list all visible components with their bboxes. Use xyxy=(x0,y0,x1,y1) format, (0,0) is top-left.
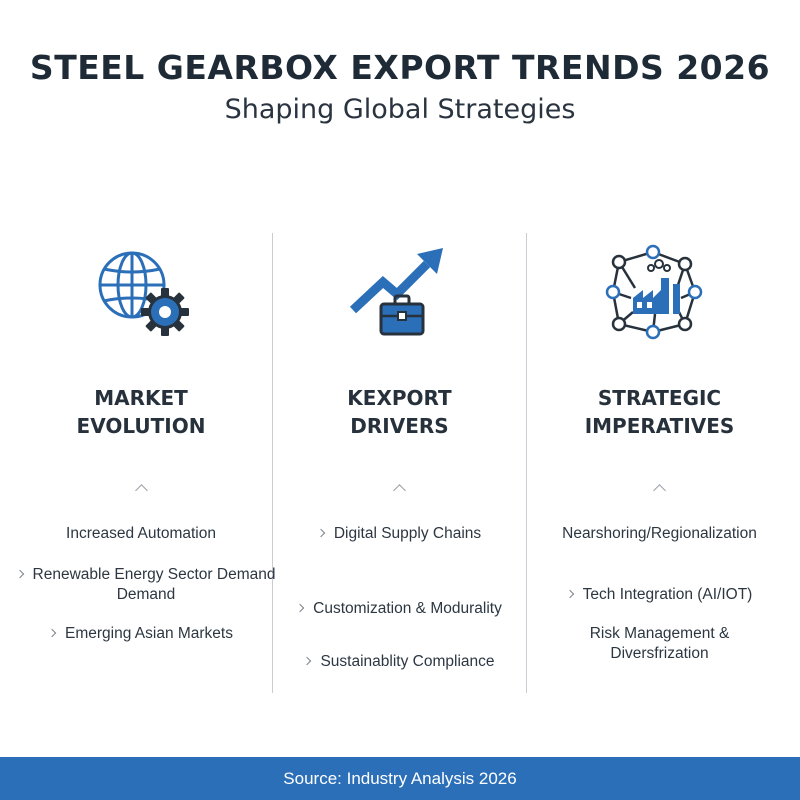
list-item: Sustainablity Compliance xyxy=(273,652,526,672)
chevron-right-icon xyxy=(565,589,574,599)
list-item: Increased Automation xyxy=(66,525,216,542)
list-item: Nearshoring/Regionalization xyxy=(562,525,757,542)
chevron-right-icon xyxy=(303,656,312,666)
chevron-right-icon xyxy=(316,528,326,538)
chevron-right-icon xyxy=(295,603,305,613)
page-subtitle: Shaping Global Strategies xyxy=(224,94,576,125)
list-item: Tech Integration (AI/IOT) xyxy=(527,585,792,605)
list-item: Customization & Modurality xyxy=(273,599,526,619)
globe-gear-icon xyxy=(10,240,272,350)
list-item: Renewable Energy Sector Demand Demand xyxy=(15,565,277,605)
list-item: Digital Supply Chains xyxy=(273,524,526,544)
collapse-caret-icon[interactable] xyxy=(10,482,272,497)
source-footer: Source: Industry Analysis 2026 xyxy=(0,757,800,800)
source-text: Source: Industry Analysis 2026 xyxy=(283,769,517,788)
column-divider-2 xyxy=(526,233,527,693)
list-item: Emerging Asian Markets xyxy=(10,624,272,644)
list-item: Risk Management & Diversfrization xyxy=(589,625,730,662)
column-heading: KEXPORT DRIVERS xyxy=(347,386,452,438)
collapse-caret-icon[interactable] xyxy=(273,482,526,497)
column-market-evolution: MARKET EVOLUTION Increased Automation Re… xyxy=(10,232,275,702)
column-export-drivers: KEXPORT DRIVERS Digital Supply Chains Cu… xyxy=(273,232,526,702)
collapse-caret-icon[interactable] xyxy=(527,482,792,497)
column-strategic-imperatives: STRATEGIC IMPERATIVES Nearshoring/Region… xyxy=(527,232,792,702)
column-heading: MARKET EVOLUTION xyxy=(76,386,206,438)
column-heading: STRATEGIC IMPERATIVES xyxy=(584,386,735,438)
factory-network-icon xyxy=(527,240,792,350)
growth-arrow-briefcase-icon xyxy=(273,240,526,350)
chevron-right-icon xyxy=(47,628,57,638)
page-title: STEEL GEARBOX EXPORT TRENDS 2026 xyxy=(29,48,771,87)
column-divider-1 xyxy=(272,233,273,693)
chevron-right-icon xyxy=(15,569,24,579)
